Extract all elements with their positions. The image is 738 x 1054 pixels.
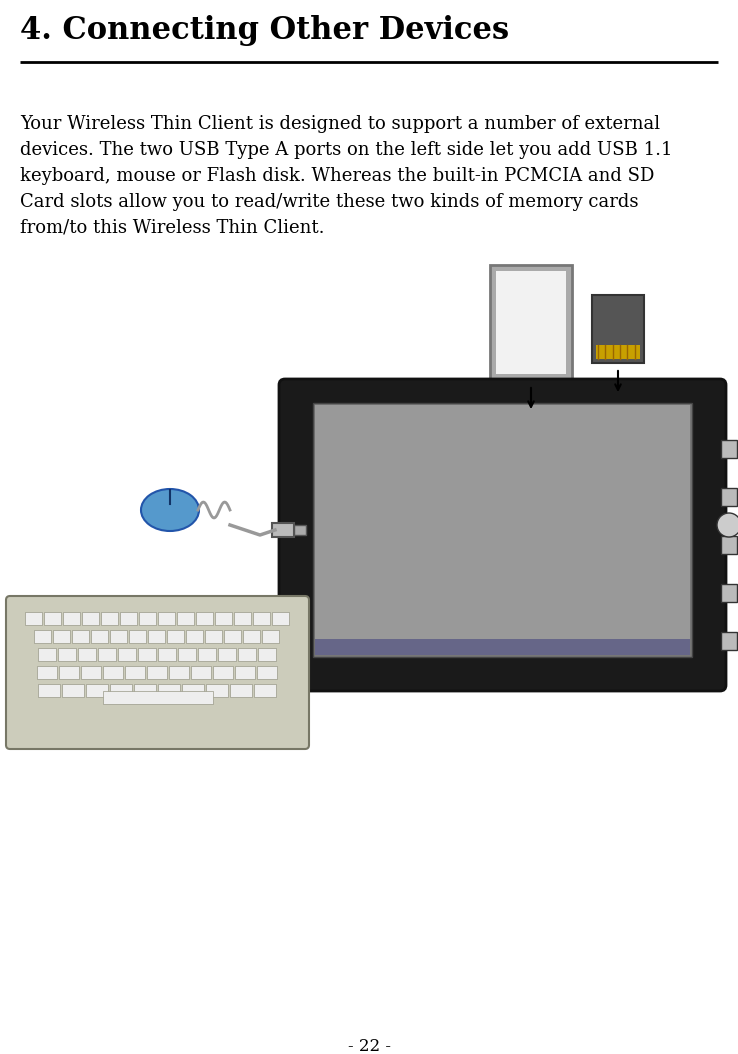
Bar — [137, 648, 156, 661]
Bar — [238, 648, 255, 661]
Bar — [100, 612, 117, 625]
Bar — [235, 666, 255, 679]
Bar — [230, 684, 252, 697]
Bar — [592, 295, 644, 363]
Bar — [72, 630, 89, 643]
Bar — [81, 612, 98, 625]
Bar — [110, 630, 127, 643]
Bar — [213, 666, 232, 679]
Bar — [721, 488, 737, 506]
Ellipse shape — [141, 489, 199, 531]
Bar — [294, 525, 306, 535]
Bar — [44, 612, 61, 625]
Bar — [490, 265, 572, 380]
Bar — [198, 648, 215, 661]
Bar — [253, 684, 275, 697]
Bar — [721, 584, 737, 602]
Bar — [215, 612, 232, 625]
Bar — [157, 612, 174, 625]
Bar — [233, 612, 250, 625]
FancyBboxPatch shape — [6, 596, 309, 749]
Bar — [53, 630, 70, 643]
Bar — [721, 536, 737, 554]
Text: from/to this Wireless Thin Client.: from/to this Wireless Thin Client. — [20, 219, 325, 237]
Bar — [313, 403, 692, 657]
Bar — [262, 630, 279, 643]
Bar — [272, 523, 294, 536]
Bar — [196, 612, 213, 625]
Bar — [167, 630, 184, 643]
Bar — [58, 666, 78, 679]
Bar — [243, 630, 260, 643]
Bar — [496, 271, 566, 374]
Bar — [34, 630, 51, 643]
Bar — [182, 684, 204, 697]
Text: 4. Connecting Other Devices: 4. Connecting Other Devices — [20, 15, 509, 46]
Bar — [117, 648, 136, 661]
Bar — [218, 648, 235, 661]
Bar — [157, 648, 176, 661]
Bar — [258, 648, 275, 661]
Bar — [252, 612, 269, 625]
Bar — [38, 648, 55, 661]
Bar — [224, 630, 241, 643]
Bar — [103, 691, 213, 704]
Bar — [125, 666, 145, 679]
Text: Your Wireless Thin Client is designed to support a number of external: Your Wireless Thin Client is designed to… — [20, 115, 660, 133]
Bar — [58, 648, 75, 661]
Bar — [139, 612, 156, 625]
Bar — [257, 666, 277, 679]
Bar — [97, 648, 116, 661]
Bar — [109, 684, 131, 697]
Bar — [36, 666, 57, 679]
Bar — [190, 666, 210, 679]
Bar — [186, 630, 203, 643]
Bar — [178, 648, 196, 661]
Bar — [86, 684, 108, 697]
Bar — [157, 684, 179, 697]
Bar — [272, 612, 289, 625]
Bar — [596, 345, 640, 359]
FancyBboxPatch shape — [279, 379, 726, 691]
Bar — [103, 666, 123, 679]
Bar — [80, 666, 100, 679]
Bar — [721, 440, 737, 458]
Bar — [147, 666, 167, 679]
Text: Card slots allow you to read/write these two kinds of memory cards: Card slots allow you to read/write these… — [20, 193, 638, 211]
Bar — [120, 612, 137, 625]
Bar — [61, 684, 83, 697]
Bar — [176, 612, 193, 625]
Circle shape — [717, 513, 738, 536]
Bar — [205, 630, 222, 643]
Text: - 22 -: - 22 - — [348, 1038, 390, 1054]
Bar — [77, 648, 95, 661]
Bar — [91, 630, 108, 643]
Bar — [205, 684, 227, 697]
Bar — [721, 632, 737, 650]
Text: devices. The two USB Type A ports on the left side let you add USB 1.1: devices. The two USB Type A ports on the… — [20, 141, 672, 159]
Bar — [38, 684, 60, 697]
Bar — [168, 666, 188, 679]
Bar — [24, 612, 41, 625]
Bar — [148, 630, 165, 643]
Bar — [134, 684, 156, 697]
Bar — [63, 612, 80, 625]
Bar — [315, 405, 690, 655]
Bar — [315, 639, 690, 655]
Text: keyboard, mouse or Flash disk. Whereas the built-in PCMCIA and SD: keyboard, mouse or Flash disk. Whereas t… — [20, 167, 655, 186]
Bar — [129, 630, 146, 643]
